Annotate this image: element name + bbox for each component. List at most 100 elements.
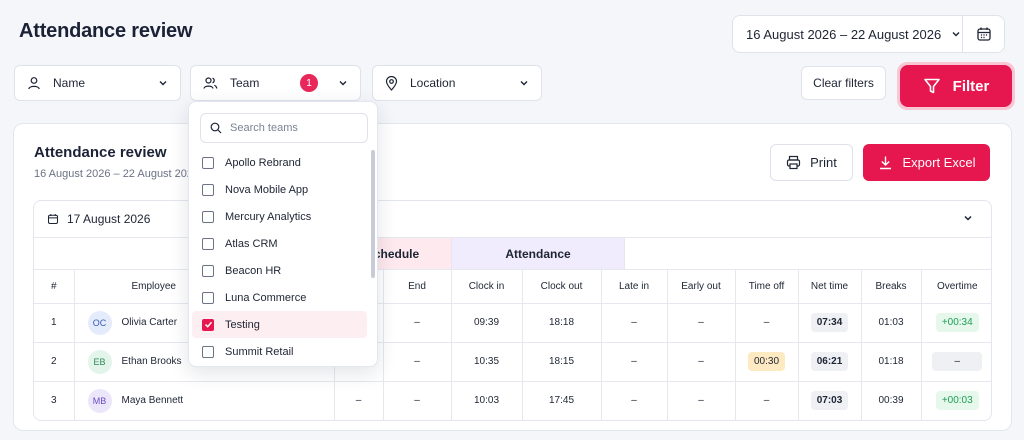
search-icon — [210, 122, 222, 134]
employee-name: Olivia Carter — [121, 317, 178, 328]
attendance-table: # Employee End Clock in Clock out Late i… — [34, 270, 991, 420]
download-icon — [879, 156, 891, 170]
report-title: Attendance review — [34, 144, 167, 161]
row-number: 2 — [34, 342, 75, 382]
date-range-picker[interactable]: 16 August 2026 – 22 August 2026 — [732, 15, 1005, 53]
team-option[interactable]: Apollo Rebrand — [192, 149, 367, 176]
avatar: MB — [87, 388, 112, 413]
page-title: Attendance review — [19, 20, 193, 42]
date-range-text: 16 August 2026 – 22 August 2026 — [746, 26, 942, 42]
col-header-number: # — [34, 270, 75, 304]
early-out-cell: – — [667, 342, 736, 382]
checkbox-checked[interactable] — [202, 318, 214, 331]
team-option[interactable]: Nova Mobile App — [192, 176, 367, 203]
day-header[interactable]: 17 August 2026 — [34, 201, 991, 238]
table-row[interactable]: 1 OC Olivia Carter – 09:39 18:18 – – – 0… — [34, 303, 991, 343]
team-option[interactable]: Atlas CRM — [192, 230, 367, 257]
net-time-cell: 07:03 — [798, 381, 862, 420]
net-time-pill: 06:21 — [810, 352, 849, 371]
early-out-cell: – — [667, 381, 736, 420]
avatar: OC — [87, 310, 112, 335]
time-off-cell: 00:30 — [735, 342, 799, 382]
overtime-pill: +00:03 — [935, 391, 979, 410]
chevron-down-icon — [952, 32, 960, 37]
avatar: EB — [87, 349, 112, 374]
overtime-cell: +00:34 — [921, 303, 991, 343]
clock-out-cell: 18:18 — [522, 303, 602, 343]
late-in-cell: – — [601, 342, 668, 382]
breaks-cell: 01:18 — [861, 342, 922, 382]
table-row[interactable]: 2 EB Ethan Brooks – 10:35 18:15 – – 00:3… — [34, 342, 991, 382]
col-header-clock-in: Clock in — [451, 270, 523, 304]
team-option-label: Luna Commerce — [225, 291, 307, 304]
location-filter[interactable]: Location — [372, 65, 542, 101]
users-icon — [203, 77, 218, 89]
team-dropdown-menu: Apollo Rebrand Nova Mobile App Mercury A… — [188, 101, 378, 367]
team-option[interactable]: Luna Commerce — [192, 284, 367, 311]
employee-name: Ethan Brooks — [121, 356, 182, 367]
team-list: Apollo Rebrand Nova Mobile App Mercury A… — [192, 149, 367, 365]
location-filter-label: Location — [410, 76, 456, 90]
col-header-end: End — [383, 270, 452, 304]
filter-button[interactable]: Filter — [900, 65, 1012, 107]
end-cell: – — [383, 342, 452, 382]
checkbox[interactable] — [202, 156, 214, 169]
printer-icon — [787, 155, 801, 170]
column-header-row: # Employee End Clock in Clock out Late i… — [34, 270, 991, 304]
team-search-box[interactable] — [200, 113, 368, 143]
print-button-label: Print — [810, 155, 837, 170]
team-option[interactable]: Beacon HR — [192, 257, 367, 284]
table-row[interactable]: 3 MB Maya Bennett – – 10:03 17:45 – – – … — [34, 381, 991, 420]
start-cell: – — [334, 381, 384, 420]
checkbox[interactable] — [202, 183, 214, 196]
overtime-pill: – — [932, 352, 983, 371]
clock-in-cell: 09:39 — [451, 303, 523, 343]
checkbox[interactable] — [202, 210, 214, 223]
checkbox[interactable] — [202, 264, 214, 277]
checkbox[interactable] — [202, 291, 214, 304]
date-range-select[interactable]: 16 August 2026 – 22 August 2026 — [733, 27, 962, 42]
net-time-cell: 06:21 — [798, 342, 862, 382]
overtime-cell: +00:03 — [921, 381, 991, 420]
clock-out-cell: 17:45 — [522, 381, 602, 420]
clear-filters-button[interactable]: Clear filters — [801, 66, 886, 100]
report-subtitle: 16 August 2026 – 22 August 2026 — [34, 168, 200, 180]
team-option[interactable]: Summit Retail — [192, 338, 367, 365]
day-label: 17 August 2026 — [67, 212, 151, 226]
chevron-down-icon[interactable] — [963, 213, 973, 223]
clock-in-cell: 10:35 — [451, 342, 523, 382]
export-excel-button[interactable]: Export Excel — [863, 144, 990, 181]
export-button-label: Export Excel — [902, 155, 976, 170]
calendar-button[interactable] — [962, 16, 1004, 52]
end-cell: – — [383, 381, 452, 420]
team-option-label: Summit Retail — [225, 345, 294, 358]
net-time-pill: 07:03 — [810, 391, 849, 410]
dropdown-scrollbar[interactable] — [371, 150, 375, 278]
col-header-time-off: Time off — [735, 270, 799, 304]
filter-button-label: Filter — [952, 77, 990, 95]
user-icon — [28, 77, 40, 90]
team-option-label: Atlas CRM — [225, 237, 278, 250]
team-search-input[interactable] — [230, 122, 360, 134]
team-option-selected[interactable]: Testing — [192, 311, 367, 338]
clock-in-cell: 10:03 — [451, 381, 523, 420]
checkbox[interactable] — [202, 345, 214, 358]
team-filter[interactable]: Team 1 — [190, 65, 361, 101]
team-option-label: Apollo Rebrand — [225, 156, 301, 169]
chevron-down-icon — [339, 81, 347, 86]
attendance-group-header: Attendance — [451, 238, 625, 269]
print-button[interactable]: Print — [770, 144, 853, 181]
col-header-net-time: Net time — [798, 270, 862, 304]
clock-out-cell: 18:15 — [522, 342, 602, 382]
name-filter[interactable]: Name — [14, 65, 181, 101]
breaks-cell: 01:03 — [861, 303, 922, 343]
team-option[interactable]: Mercury Analytics — [192, 203, 367, 230]
col-header-overtime: Overtime — [921, 270, 991, 304]
team-option-label: Testing — [225, 318, 260, 331]
breaks-cell: 00:39 — [861, 381, 922, 420]
time-off-pill: 00:30 — [747, 352, 786, 371]
checkbox[interactable] — [202, 237, 214, 250]
employee-name: Maya Bennett — [121, 395, 184, 406]
end-cell: – — [383, 303, 452, 343]
calendar-icon — [47, 214, 59, 225]
